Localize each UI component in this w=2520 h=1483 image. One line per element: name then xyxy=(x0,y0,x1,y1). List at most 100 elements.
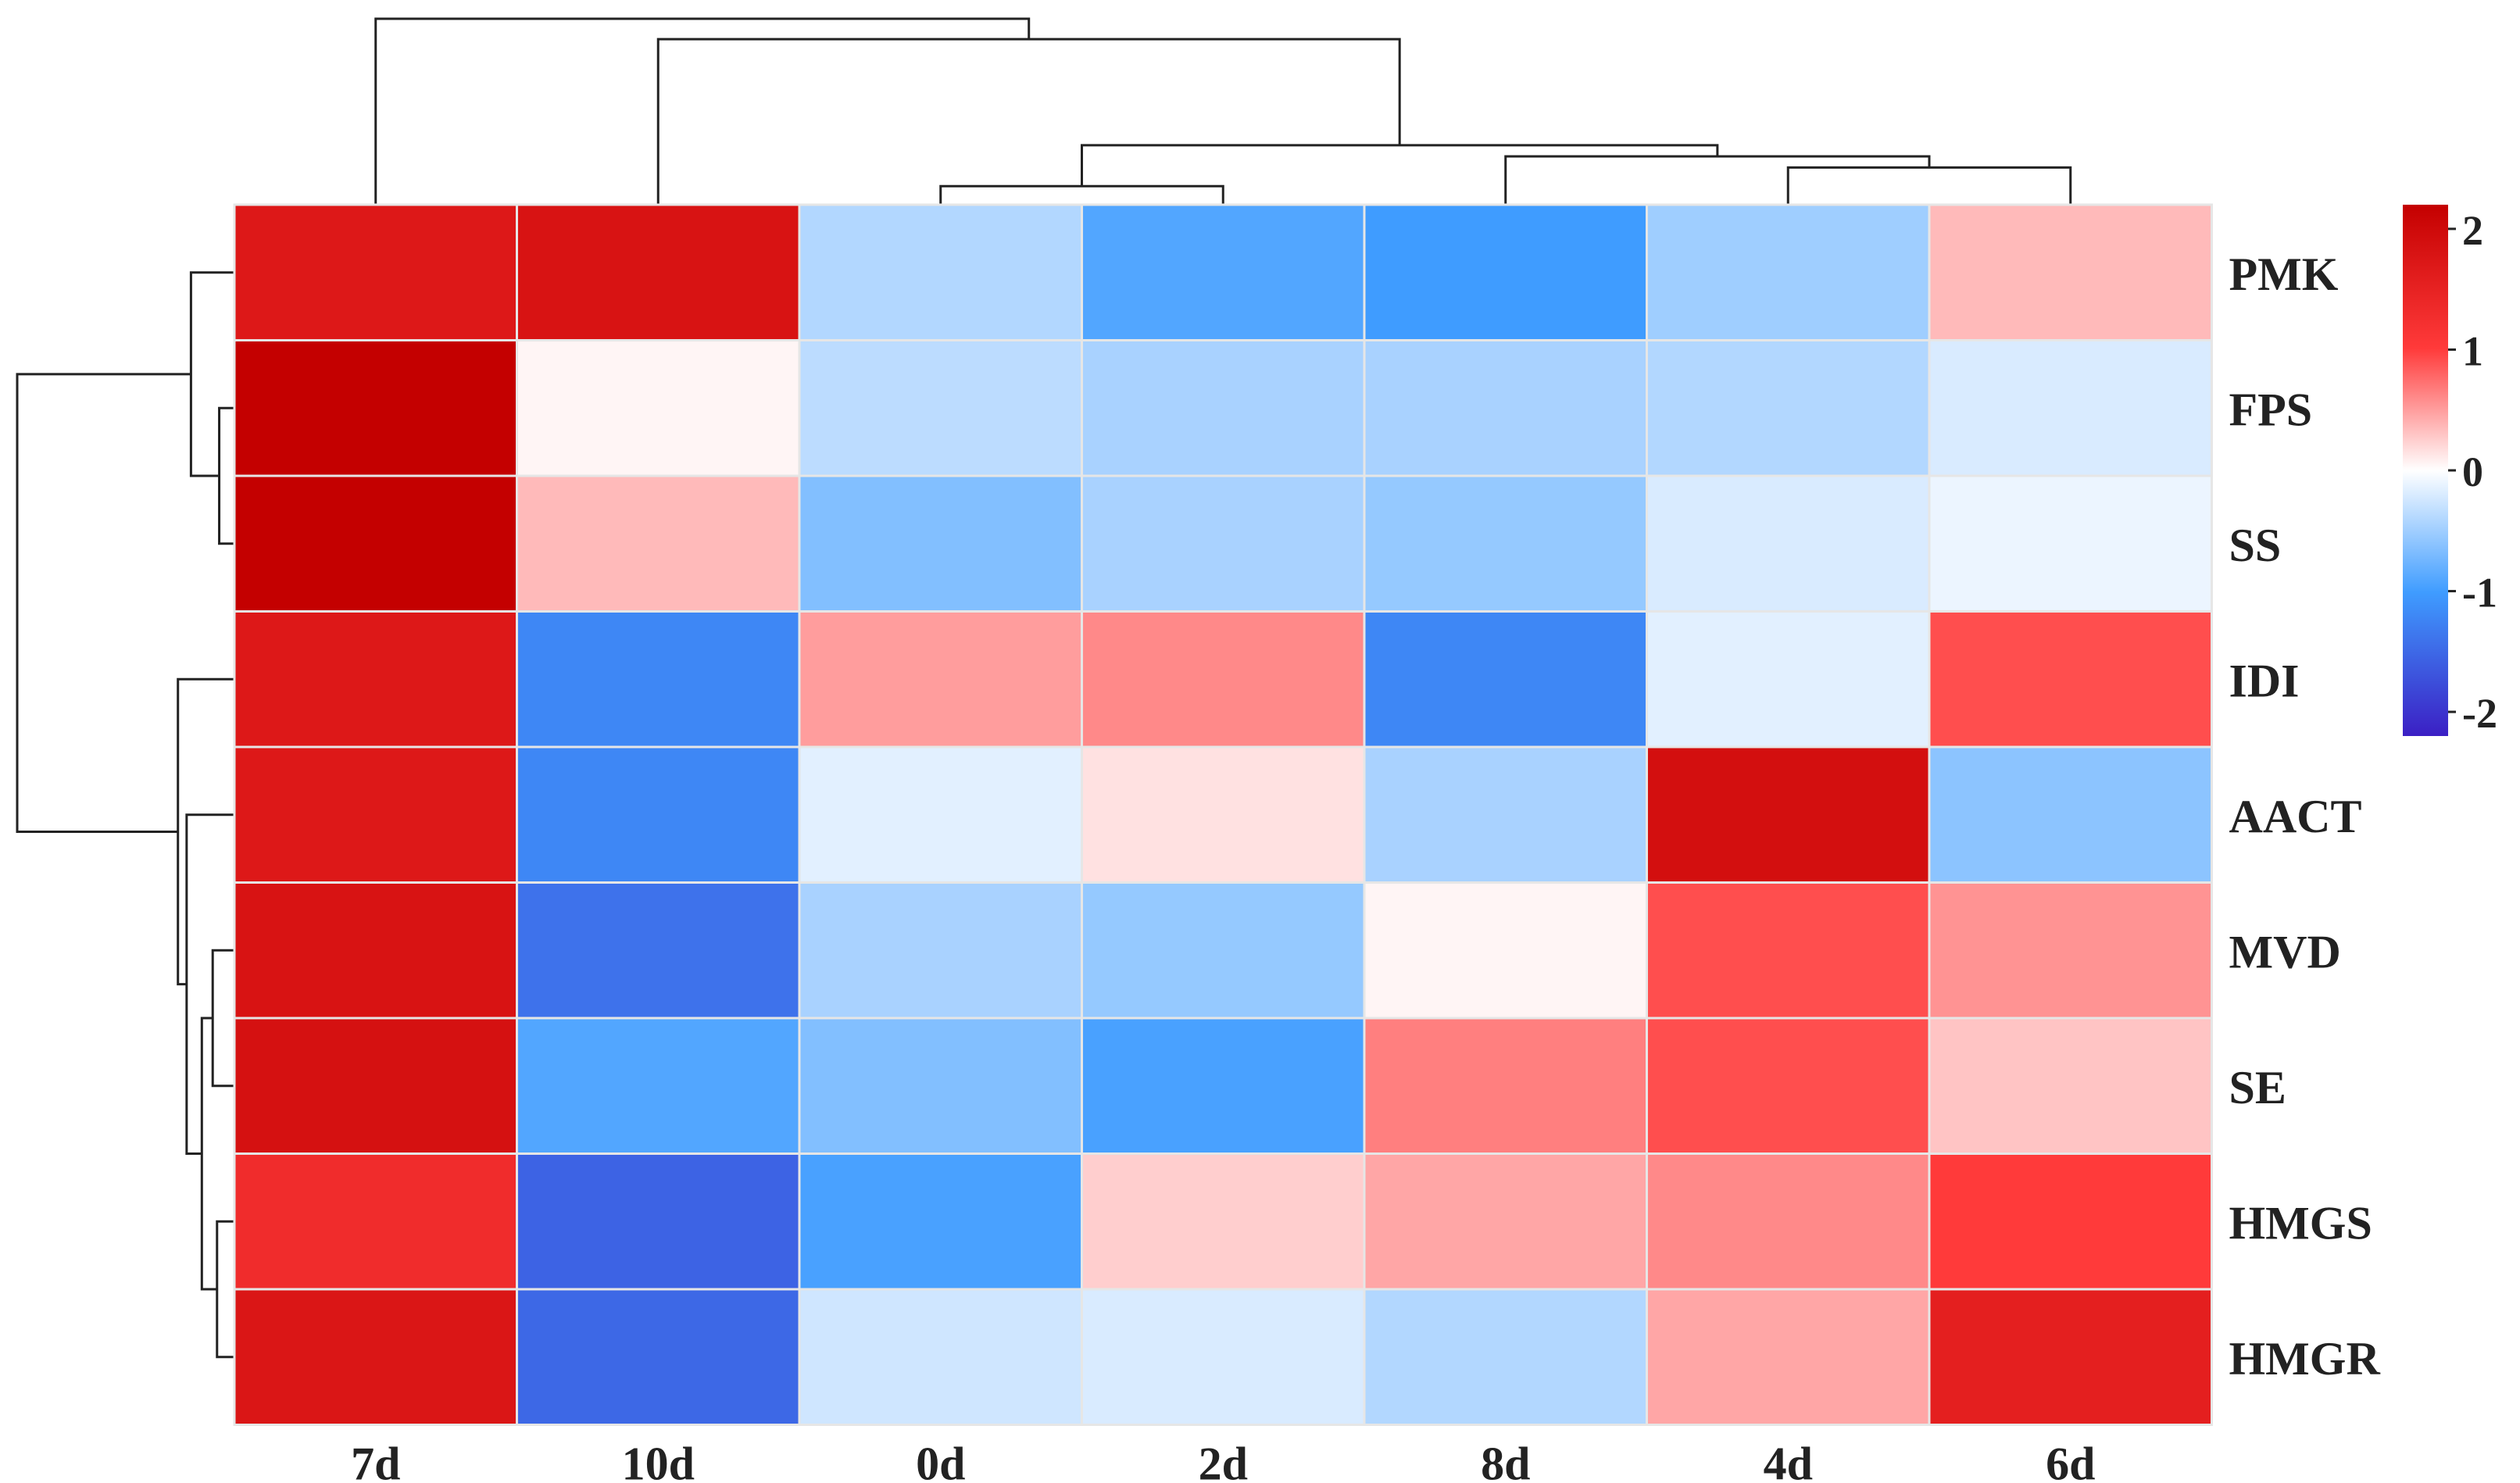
heatmap-cell-mvd-7d xyxy=(233,881,518,1020)
heatmap-cell-ss-0d xyxy=(798,474,1083,613)
heatmap-cells xyxy=(233,203,2213,1426)
row-labels: PMK FPS SS IDI AACT MVD SE HMGS HMGR xyxy=(2229,248,2381,1385)
row-dendrogram-branch xyxy=(218,406,234,545)
heatmap-cell-aact-0d xyxy=(798,745,1083,884)
heatmap-cell-aact-10d xyxy=(516,745,801,884)
row-dendrogram-branch xyxy=(189,271,234,477)
column-dendrogram-branch xyxy=(939,184,1224,205)
colorbar-tick-label: -2 xyxy=(2462,690,2497,737)
heatmap-cell-ss-10d xyxy=(516,474,801,613)
column-label-10d: 10d xyxy=(622,1438,695,1481)
column-dendrogram-branch xyxy=(1504,155,1931,205)
heatmap-cell-hmgs-0d xyxy=(798,1152,1083,1291)
heatmap-cell-fps-0d xyxy=(798,339,1083,477)
heatmap-cell-hmgr-6d xyxy=(1928,1288,2213,1426)
heatmap-cell-fps-2d xyxy=(1081,339,1366,477)
row-label-hmgr: HMGR xyxy=(2229,1333,2381,1385)
column-label-2d: 2d xyxy=(1199,1438,1248,1481)
heatmap-cell-ss-4d xyxy=(1646,474,1931,613)
heatmap-cell-idi-6d xyxy=(1928,610,2213,749)
column-label-6d: 6d xyxy=(2046,1438,2095,1481)
heatmap-cell-aact-7d xyxy=(233,745,518,884)
colorbar-tick-label: 1 xyxy=(2462,327,2483,374)
heatmap-cell-fps-10d xyxy=(516,339,801,477)
heatmap-cell-hmgr-8d xyxy=(1363,1288,1648,1426)
row-dendrogram xyxy=(16,271,234,1359)
heatmap-cell-hmgr-0d xyxy=(798,1288,1083,1426)
column-dendrogram-branch xyxy=(656,38,1401,205)
heatmap-cell-idi-2d xyxy=(1081,610,1366,749)
heatmap-cell-se-7d xyxy=(233,1017,518,1155)
heatmap-cell-se-10d xyxy=(516,1017,801,1155)
heatmap-cell-mvd-8d xyxy=(1363,881,1648,1020)
row-dendrogram-branch xyxy=(185,813,234,1155)
row-label-fps: FPS xyxy=(2229,384,2313,435)
heatmap-cell-mvd-2d xyxy=(1081,881,1366,1020)
heatmap-cell-mvd-10d xyxy=(516,881,801,1020)
heatmap-cell-hmgs-2d xyxy=(1081,1152,1366,1291)
heatmap-cell-fps-6d xyxy=(1928,339,2213,477)
heatmap-cell-ss-6d xyxy=(1928,474,2213,613)
column-dendrogram-branch xyxy=(1081,144,1719,187)
row-label-pmk: PMK xyxy=(2229,248,2339,300)
heatmap-cell-idi-4d xyxy=(1646,610,1931,749)
row-dendrogram-branch xyxy=(211,949,234,1088)
column-labels: 7d 10d 0d 2d 8d 4d 6d xyxy=(351,1438,2095,1483)
heatmap-cell-se-2d xyxy=(1081,1017,1366,1155)
colorbar-tick-label: 0 xyxy=(2462,448,2483,495)
row-dendrogram-branch xyxy=(16,373,191,833)
heatmap-cell-pmk-6d xyxy=(1928,203,2213,341)
column-label-4d: 4d xyxy=(1764,1438,1813,1481)
heatmap-cell-aact-6d xyxy=(1928,745,2213,884)
column-label-7d: 7d xyxy=(351,1438,400,1481)
heatmap-cell-ss-7d xyxy=(233,474,518,613)
heatmap-cell-pmk-7d xyxy=(233,203,518,341)
row-label-ss: SS xyxy=(2229,520,2282,571)
row-label-aact: AACT xyxy=(2229,791,2362,842)
heatmap-cell-hmgr-2d xyxy=(1081,1288,1366,1426)
row-label-mvd: MVD xyxy=(2229,926,2341,977)
heatmap-cell-pmk-8d xyxy=(1363,203,1648,341)
heatmap-cell-se-8d xyxy=(1363,1017,1648,1155)
column-label-8d: 8d xyxy=(1481,1438,1530,1481)
row-label-idi: IDI xyxy=(2229,655,2300,706)
heatmap-cell-ss-8d xyxy=(1363,474,1648,613)
heatmap-cell-mvd-4d xyxy=(1646,881,1931,1020)
column-dendrogram-branch xyxy=(1786,166,2072,205)
heatmap-cell-mvd-0d xyxy=(798,881,1083,1020)
colorbar-legend: 2 1 0 -1 -2 xyxy=(2403,205,2497,737)
row-label-se: SE xyxy=(2229,1062,2286,1113)
heatmap-cell-hmgs-4d xyxy=(1646,1152,1931,1291)
row-label-hmgs: HMGS xyxy=(2229,1197,2372,1249)
heatmap-cell-fps-4d xyxy=(1646,339,1931,477)
heatmap-cell-se-4d xyxy=(1646,1017,1931,1155)
colorbar-ticks: 2 1 0 -1 -2 xyxy=(2448,207,2497,737)
heatmap-cell-pmk-4d xyxy=(1646,203,1931,341)
heatmap-cell-hmgs-10d xyxy=(516,1152,801,1291)
heatmap-cell-pmk-2d xyxy=(1081,203,1366,341)
heatmap-cell-hmgr-4d xyxy=(1646,1288,1931,1426)
heatmap-cell-se-0d xyxy=(798,1017,1083,1155)
heatmap-cell-aact-4d xyxy=(1646,745,1931,884)
heatmap-cell-hmgs-8d xyxy=(1363,1152,1648,1291)
heatmap-cell-pmk-10d xyxy=(516,203,801,341)
column-dendrogram xyxy=(374,17,2072,205)
colorbar-tick-label: -1 xyxy=(2462,570,2497,616)
heatmap-cell-ss-2d xyxy=(1081,474,1366,613)
heatmap-cell-hmgs-7d xyxy=(233,1152,518,1291)
heatmap-cell-hmgs-6d xyxy=(1928,1152,2213,1291)
heatmap-cell-fps-7d xyxy=(233,339,518,477)
heatmap-cell-hmgr-10d xyxy=(516,1288,801,1426)
heatmap-cell-fps-8d xyxy=(1363,339,1648,477)
heatmap-cell-idi-10d xyxy=(516,610,801,749)
column-dendrogram-branch xyxy=(374,17,1031,205)
heatmap-cell-aact-8d xyxy=(1363,745,1648,884)
row-dendrogram-branch xyxy=(177,677,234,986)
heatmap-cell-idi-8d xyxy=(1363,610,1648,749)
heatmap-cell-aact-2d xyxy=(1081,745,1366,884)
heatmap-cell-pmk-0d xyxy=(798,203,1083,341)
heatmap-cell-mvd-6d xyxy=(1928,881,2213,1020)
row-dendrogram-branch xyxy=(216,1220,234,1359)
